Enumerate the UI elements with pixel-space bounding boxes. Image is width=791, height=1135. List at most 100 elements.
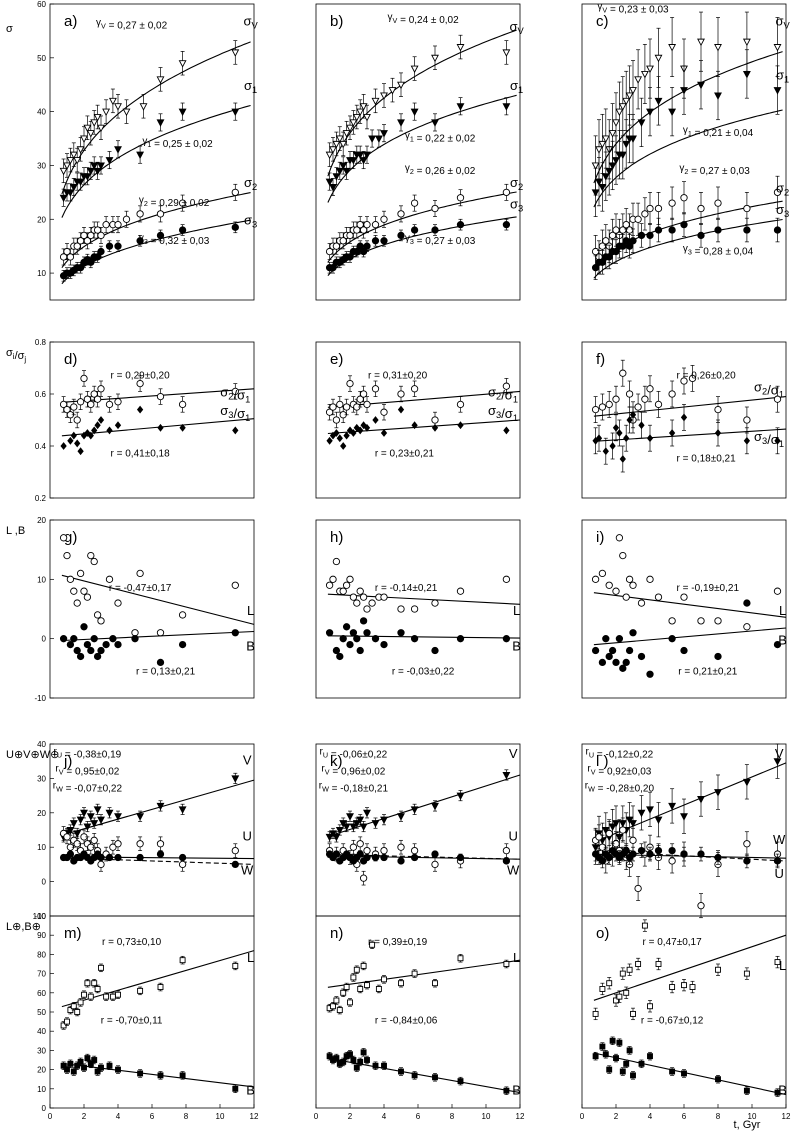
data-point <box>646 575 654 583</box>
data-point <box>349 823 358 832</box>
data-point <box>363 846 371 855</box>
data-point <box>668 857 676 865</box>
data-point <box>81 1064 87 1071</box>
annotation: r = 0,39±0,19 <box>368 937 428 948</box>
data-point <box>743 436 751 445</box>
data-point <box>356 587 364 595</box>
data-point <box>332 140 341 149</box>
data-point <box>106 1062 113 1069</box>
data-point <box>380 237 388 245</box>
panel-label: j) <box>63 753 72 770</box>
data-point <box>178 108 187 117</box>
data-point <box>612 157 620 165</box>
series-label: σ3 <box>776 202 789 219</box>
data-point <box>136 840 144 848</box>
data-point <box>353 966 360 973</box>
data-point <box>232 426 239 435</box>
data-point <box>93 167 102 176</box>
panel-n: 0 2 4 6 8 10 12 n) r = 0,39±0,19 r = -0,84±0,06 L B <box>314 915 525 1121</box>
data-point <box>90 820 99 828</box>
panel-frame <box>581 519 787 699</box>
y-tick-label: 0.6 <box>35 390 47 399</box>
data-point <box>339 162 348 170</box>
data-point <box>397 605 405 613</box>
data-point <box>654 816 663 825</box>
annotation: γ1 = 0,21 ± 0,04 <box>683 125 754 139</box>
data-point <box>114 398 122 406</box>
data-point <box>646 850 654 858</box>
series--3-1 <box>326 405 521 450</box>
data-point <box>619 1068 626 1075</box>
data-point <box>76 398 85 406</box>
data-point <box>83 593 92 601</box>
data-point <box>668 802 677 811</box>
data-point <box>773 87 782 95</box>
data-point <box>86 813 95 821</box>
data-point <box>503 1087 510 1094</box>
data-point <box>156 840 165 848</box>
data-point <box>66 850 75 858</box>
data-point <box>669 984 676 990</box>
data-point <box>431 802 439 811</box>
data-point <box>87 431 94 440</box>
data-point <box>502 635 511 643</box>
data-point <box>380 853 388 862</box>
data-point <box>105 809 114 818</box>
data-point <box>70 403 78 411</box>
data-point <box>350 1057 357 1063</box>
data-point <box>84 1055 91 1062</box>
data-point <box>380 92 388 100</box>
series-label: U <box>509 828 518 843</box>
data-point <box>64 1066 70 1073</box>
data-point <box>619 664 627 672</box>
x-tick-label: 10 <box>216 1112 225 1121</box>
y-tick-label: -10 <box>34 912 46 921</box>
data-point <box>371 237 380 245</box>
data-point <box>342 167 351 176</box>
data-point <box>668 617 676 625</box>
data-point <box>371 221 380 229</box>
data-point <box>340 442 347 450</box>
data-point <box>137 1070 144 1077</box>
data-point <box>715 966 721 973</box>
data-point <box>349 629 358 637</box>
data-point <box>615 108 624 117</box>
data-point <box>397 629 405 637</box>
data-point <box>410 635 419 643</box>
series--2 <box>325 183 517 263</box>
fit-line <box>327 216 517 276</box>
y-tick-label: 0.2 <box>35 494 47 503</box>
data-point <box>363 400 371 409</box>
data-point <box>91 1057 98 1063</box>
data-point <box>97 124 105 133</box>
data-point <box>329 575 337 583</box>
data-point <box>680 194 688 202</box>
data-point <box>87 646 95 655</box>
data-point <box>630 1010 636 1017</box>
data-point <box>105 400 114 409</box>
data-point <box>136 569 144 578</box>
data-point <box>97 816 105 825</box>
annotation: r = -0,67±0,12 <box>641 1016 704 1027</box>
series-L <box>591 534 787 631</box>
data-point <box>654 846 663 855</box>
data-point <box>608 130 617 138</box>
series-B <box>325 617 521 661</box>
data-point <box>343 431 350 440</box>
data-point <box>503 426 510 435</box>
data-point <box>646 670 654 678</box>
fit-line <box>61 219 251 285</box>
data-point <box>629 87 637 95</box>
data-point <box>83 823 92 832</box>
data-point <box>619 970 626 977</box>
data-point <box>616 993 623 1000</box>
data-point <box>347 1051 353 1058</box>
data-point <box>714 789 722 797</box>
data-point <box>139 103 148 111</box>
data-point <box>398 980 404 987</box>
data-point <box>612 423 620 432</box>
data-point <box>178 400 187 409</box>
series--1 <box>591 49 783 217</box>
series-label: L <box>247 950 254 965</box>
